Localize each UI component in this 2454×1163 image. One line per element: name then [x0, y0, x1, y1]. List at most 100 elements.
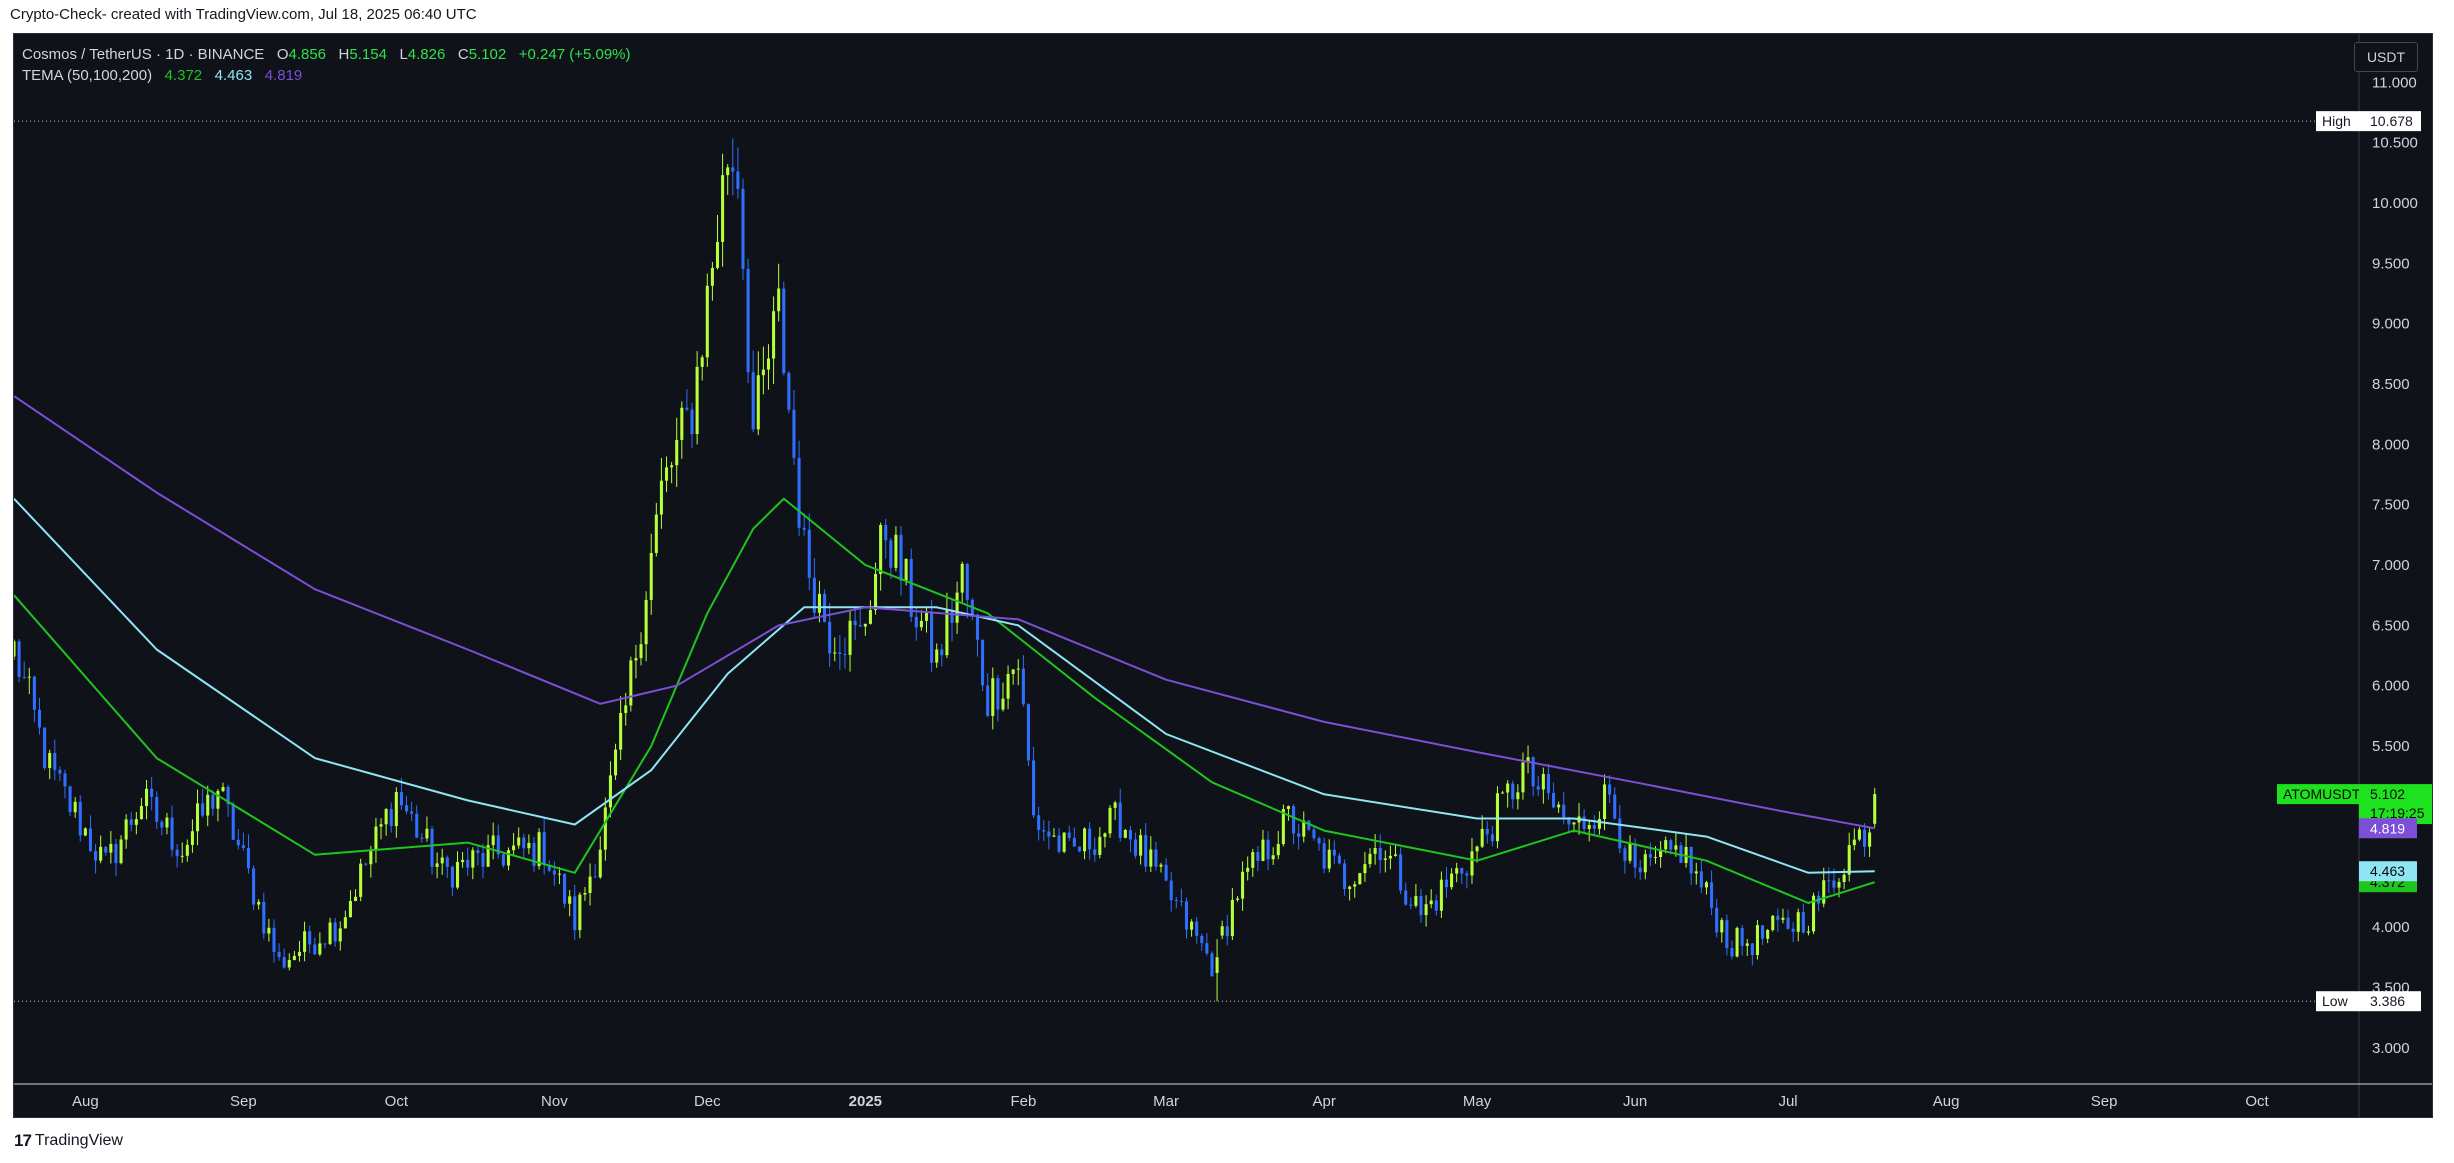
- candle-body[interactable]: [257, 901, 261, 905]
- candle-body[interactable]: [145, 788, 149, 807]
- candle-body[interactable]: [1083, 828, 1087, 852]
- candle-body[interactable]: [889, 540, 893, 568]
- candle-body[interactable]: [1567, 817, 1571, 825]
- candle-body[interactable]: [1108, 807, 1112, 834]
- candle-body[interactable]: [134, 819, 138, 825]
- candle-body[interactable]: [1332, 849, 1336, 856]
- candle-body[interactable]: [150, 788, 154, 797]
- candle-body[interactable]: [109, 843, 113, 853]
- candle-body[interactable]: [654, 514, 658, 553]
- candle-body[interactable]: [1536, 786, 1540, 790]
- candle-body[interactable]: [1286, 806, 1290, 810]
- candle-body[interactable]: [1399, 854, 1403, 891]
- candle-body[interactable]: [262, 901, 266, 934]
- candle-body[interactable]: [466, 859, 470, 868]
- candle-body[interactable]: [838, 652, 842, 654]
- candle-body[interactable]: [1694, 871, 1698, 874]
- candle-body[interactable]: [323, 943, 327, 945]
- candle-body[interactable]: [624, 705, 628, 713]
- candle-body[interactable]: [1592, 824, 1596, 829]
- candle-body[interactable]: [1200, 935, 1204, 944]
- candle-body[interactable]: [1271, 855, 1275, 860]
- candle-body[interactable]: [1011, 669, 1015, 674]
- candle-body[interactable]: [405, 805, 409, 812]
- candle-body[interactable]: [1485, 828, 1489, 835]
- candle-body[interactable]: [680, 407, 684, 440]
- candle-body[interactable]: [1434, 900, 1438, 911]
- candle-body[interactable]: [1506, 783, 1510, 793]
- candle-body[interactable]: [14, 641, 16, 657]
- candle-body[interactable]: [68, 786, 72, 813]
- candle-body[interactable]: [1169, 880, 1173, 901]
- candle-body[interactable]: [1801, 912, 1805, 933]
- candle-body[interactable]: [1266, 839, 1270, 860]
- candle-body[interactable]: [1383, 858, 1387, 860]
- candle-body[interactable]: [63, 773, 67, 787]
- candle-body[interactable]: [241, 845, 245, 848]
- candle-body[interactable]: [1276, 844, 1280, 856]
- candle-body[interactable]: [48, 753, 52, 769]
- candle-body[interactable]: [848, 620, 852, 655]
- candle-body[interactable]: [787, 373, 791, 410]
- candle-body[interactable]: [440, 857, 444, 864]
- candle-body[interactable]: [22, 676, 26, 678]
- candle-body[interactable]: [593, 876, 597, 878]
- candle-body[interactable]: [914, 616, 918, 628]
- candle-body[interactable]: [328, 922, 332, 944]
- candle-body[interactable]: [99, 846, 103, 861]
- candle-body[interactable]: [1184, 901, 1189, 930]
- candle-body[interactable]: [695, 366, 699, 435]
- tema200-line[interactable]: [14, 395, 1875, 830]
- candle-body[interactable]: [246, 847, 251, 869]
- candle-body[interactable]: [1546, 774, 1550, 793]
- candle-body[interactable]: [568, 896, 572, 904]
- candle-body[interactable]: [1195, 921, 1199, 936]
- candle-body[interactable]: [608, 775, 612, 808]
- candle-body[interactable]: [588, 876, 592, 894]
- chart-panel[interactable]: 3.0003.5004.0004.5005.0005.5006.0006.500…: [13, 33, 2433, 1118]
- candle-body[interactable]: [1093, 849, 1097, 855]
- candle-body[interactable]: [1842, 874, 1846, 882]
- candle-body[interactable]: [32, 676, 36, 710]
- candle-body[interactable]: [552, 870, 556, 875]
- candle-body[interactable]: [797, 457, 801, 528]
- candle-body[interactable]: [1353, 884, 1357, 887]
- tema50-line[interactable]: [14, 497, 1875, 904]
- candle-body[interactable]: [1001, 698, 1005, 710]
- candle-body[interactable]: [201, 803, 205, 816]
- candle-body[interactable]: [1735, 927, 1739, 957]
- candle-body[interactable]: [1837, 881, 1841, 888]
- candle-body[interactable]: [206, 794, 210, 816]
- candle-body[interactable]: [772, 311, 776, 359]
- candle-body[interactable]: [940, 649, 944, 656]
- candle-body[interactable]: [1032, 760, 1036, 816]
- candle-body[interactable]: [1302, 820, 1306, 837]
- candle-body[interactable]: [1144, 835, 1148, 867]
- candle-body[interactable]: [1358, 873, 1362, 885]
- candle-body[interactable]: [1552, 792, 1556, 808]
- candle-body[interactable]: [160, 821, 164, 828]
- candle-body[interactable]: [343, 917, 347, 929]
- candle-body[interactable]: [899, 534, 903, 581]
- candle-body[interactable]: [1526, 757, 1530, 763]
- candle-body[interactable]: [833, 652, 837, 654]
- candle-body[interactable]: [573, 896, 577, 931]
- candle-body[interactable]: [1246, 867, 1250, 872]
- candle-body[interactable]: [333, 922, 337, 942]
- candle-body[interactable]: [1781, 917, 1785, 920]
- candle-body[interactable]: [1776, 915, 1780, 920]
- candle-body[interactable]: [471, 850, 475, 868]
- candle-body[interactable]: [252, 868, 256, 905]
- candle-body[interactable]: [563, 873, 567, 904]
- candle-body[interactable]: [1128, 829, 1132, 840]
- candle-body[interactable]: [313, 944, 317, 955]
- price-chart[interactable]: 3.0003.5004.0004.5005.0005.5006.0006.500…: [14, 34, 2433, 1118]
- candle-body[interactable]: [807, 529, 811, 578]
- candle-body[interactable]: [975, 614, 980, 640]
- candle-body[interactable]: [1419, 896, 1423, 916]
- candle-body[interactable]: [532, 842, 536, 867]
- candle-body[interactable]: [1582, 816, 1586, 829]
- candle-body[interactable]: [634, 658, 638, 661]
- candle-body[interactable]: [1786, 917, 1790, 929]
- candle-body[interactable]: [863, 623, 867, 627]
